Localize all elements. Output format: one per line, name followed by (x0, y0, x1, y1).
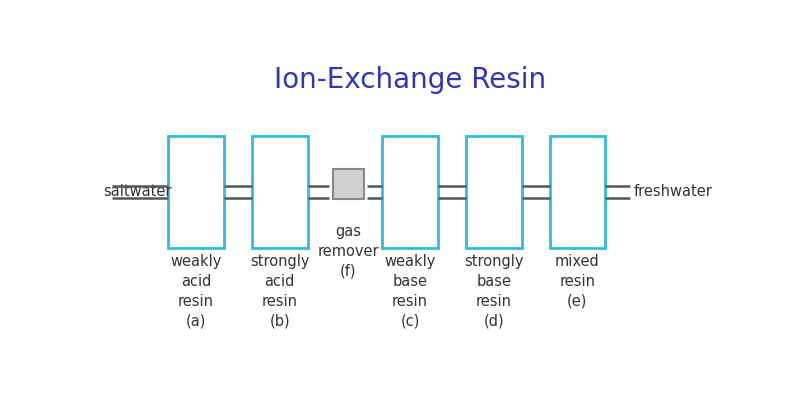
Text: mixed
resin
(e): mixed resin (e) (555, 254, 600, 309)
Text: Ion-Exchange Resin: Ion-Exchange Resin (274, 66, 546, 94)
Text: strongly
base
resin
(d): strongly base resin (d) (464, 254, 523, 329)
Bar (466, 136, 522, 248)
Bar (168, 136, 224, 248)
Text: saltwater: saltwater (103, 185, 171, 200)
Text: weakly
acid
resin
(a): weakly acid resin (a) (170, 254, 222, 329)
Text: gas
remover
(f): gas remover (f) (317, 224, 379, 278)
Text: freshwater: freshwater (634, 185, 712, 200)
Bar (382, 136, 438, 248)
Text: strongly
acid
resin
(b): strongly acid resin (b) (250, 254, 310, 329)
Bar (550, 136, 606, 248)
Bar (252, 136, 308, 248)
Text: weakly
base
resin
(c): weakly base resin (c) (384, 254, 436, 329)
Bar (333, 169, 363, 199)
